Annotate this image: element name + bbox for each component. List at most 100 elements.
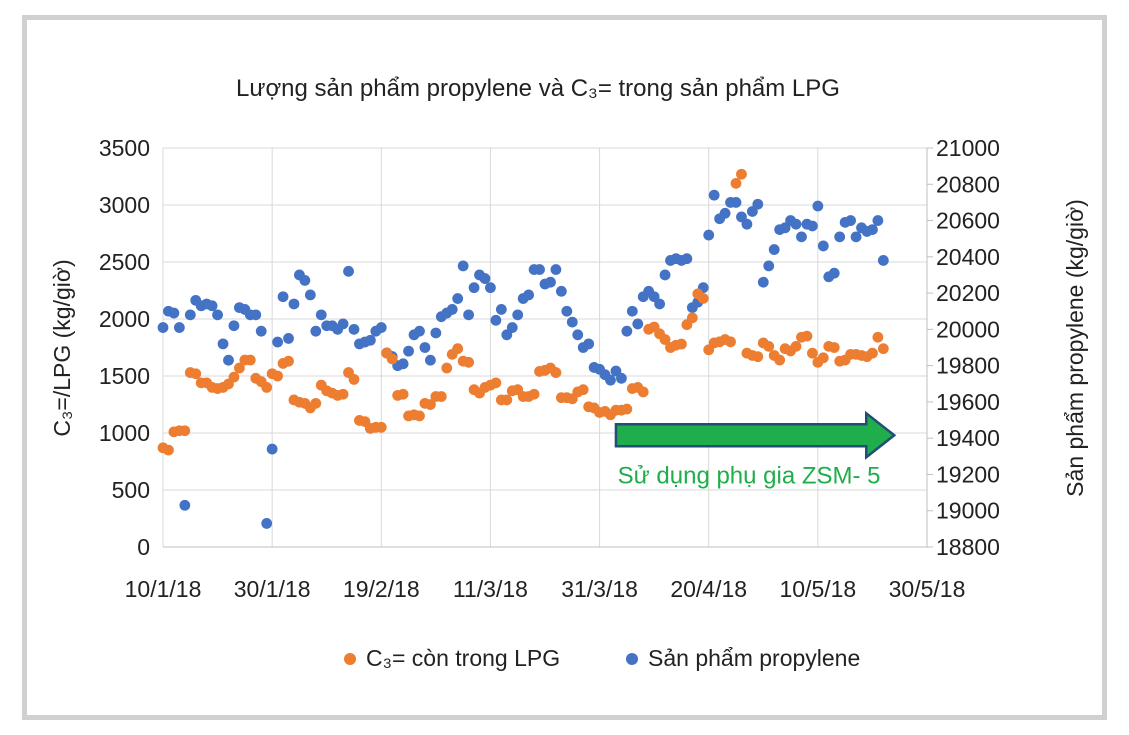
c3-lpg-point [752, 351, 764, 363]
propylene-point [419, 342, 431, 353]
x-tick-label: 10/1/18 [125, 576, 202, 602]
y-right-tick-label: 20800 [936, 171, 1000, 197]
y-left-tick-label: 2500 [99, 249, 150, 275]
x-tick-label: 20/4/18 [670, 576, 747, 602]
propylene-point [877, 255, 889, 266]
propylene-point [479, 273, 491, 284]
c3-lpg-point [490, 377, 502, 389]
propylene-point [817, 240, 829, 252]
y-right-tick-label: 20600 [936, 208, 1000, 234]
c3-lpg-point [228, 371, 240, 383]
propylene-point [272, 336, 283, 348]
propylene-point [845, 215, 856, 226]
y-right-tick-label: 18800 [936, 534, 1000, 560]
propylene-point [555, 285, 567, 297]
propylene-point [446, 304, 458, 315]
propylene-point [403, 345, 414, 357]
c3-lpg-point [577, 384, 589, 396]
propylene-point [277, 291, 289, 303]
c3-lpg-point [272, 370, 283, 382]
propylene-point [534, 264, 545, 275]
legend-marker-propylene [626, 653, 638, 665]
c3-lpg-point [348, 374, 360, 385]
y-axis-left-label: C₃=/LPG (kg/giờ) [49, 259, 75, 436]
c3-lpg-point [867, 347, 878, 359]
propylene-point [790, 218, 802, 230]
propylene-point [741, 218, 753, 230]
propylene-point [566, 316, 578, 328]
propylene-point [763, 260, 775, 272]
arrow-icon [614, 410, 897, 460]
c3-lpg-point [425, 399, 436, 410]
c3-lpg-point [550, 367, 562, 378]
legend-label-propylene: Sản phẩm propylene [648, 645, 860, 671]
y-left-tick-label: 3500 [99, 135, 150, 161]
propylene-point [414, 325, 425, 337]
y-left-tick-label: 2000 [99, 306, 150, 332]
y-right-tick-label: 19000 [936, 498, 1000, 524]
propylene-point [184, 309, 196, 321]
c3-lpg-point [621, 403, 633, 415]
propylene-point [719, 207, 731, 219]
y-left-tick-label: 1000 [99, 420, 150, 446]
propylene-point [730, 197, 742, 208]
annotation: Sử dụng phụ gia ZSM- 5 [614, 410, 897, 489]
x-tick-label: 30/1/18 [234, 576, 311, 602]
propylene-point [343, 265, 354, 277]
propylene-point [807, 220, 818, 232]
c3-lpg-point [501, 394, 513, 406]
x-tick-label: 10/5/18 [779, 576, 856, 602]
propylene-point [223, 354, 234, 366]
propylene-point [812, 200, 824, 212]
propylene-point [250, 309, 262, 321]
c3-lpg-point [790, 340, 802, 352]
propylene-point [288, 298, 300, 310]
chart-title: Lượng sản phẩm propylene và C₃= trong sả… [236, 75, 840, 102]
c3-lpg-point [244, 354, 256, 366]
propylene-point [681, 253, 693, 265]
c3-lpg-point [452, 343, 464, 355]
propylene-point [425, 354, 436, 366]
x-tick-label: 19/2/18 [343, 576, 420, 602]
c3-lpg-point [730, 177, 742, 189]
propylene-point [310, 325, 322, 337]
propylene-point [757, 276, 769, 288]
c3-lpg-point [528, 388, 540, 400]
c3-lpg-point [261, 382, 273, 393]
c3-lpg-point [386, 353, 398, 365]
axes: 10/1/18 30/1/18 19/2/18 11/3/18 31/3/18 20/4/… [99, 135, 1000, 602]
propylene-point [867, 224, 878, 236]
propylene-point [337, 318, 349, 330]
propylene-point [255, 325, 267, 337]
y-right-tick-label: 19200 [936, 461, 1000, 487]
c3-lpg-point [697, 293, 709, 304]
propylene-point [375, 322, 387, 333]
x-tick-label: 31/3/18 [561, 576, 638, 602]
propylene-point [654, 298, 665, 310]
annotation-text: Sử dụng phụ gia ZSM- 5 [618, 462, 881, 489]
c3-lpg-point [659, 334, 671, 345]
propylene-point [430, 327, 442, 339]
c3-lpg-point [877, 343, 889, 355]
propylene-point [616, 372, 627, 384]
c3-lpg-point [736, 168, 747, 180]
y-left-tick-label: 3000 [99, 192, 150, 218]
propylene-point [796, 231, 807, 243]
y-right-tick-label: 20400 [936, 244, 1000, 270]
propylene-point [266, 443, 278, 455]
propylene-point [463, 309, 474, 321]
propylene-point [834, 231, 846, 243]
c3-lpg-point [283, 355, 294, 367]
propylene-point [228, 320, 240, 332]
c3-lpg-point [637, 386, 649, 398]
legend-label-c3-lpg: C₃= còn trong LPG [366, 645, 560, 671]
c3-lpg-point [725, 336, 736, 348]
propylene-point [752, 198, 764, 210]
y-axis-right-label: Sản phẩm propylene (kg/giờ) [1062, 199, 1088, 497]
c3-lpg-point [163, 444, 174, 456]
c3-lpg-point [441, 362, 453, 374]
legend-marker-c3-lpg [344, 653, 356, 665]
y-left-tick-label: 1500 [99, 363, 150, 389]
propylene-point [495, 304, 507, 315]
c3-lpg-point [463, 356, 474, 368]
